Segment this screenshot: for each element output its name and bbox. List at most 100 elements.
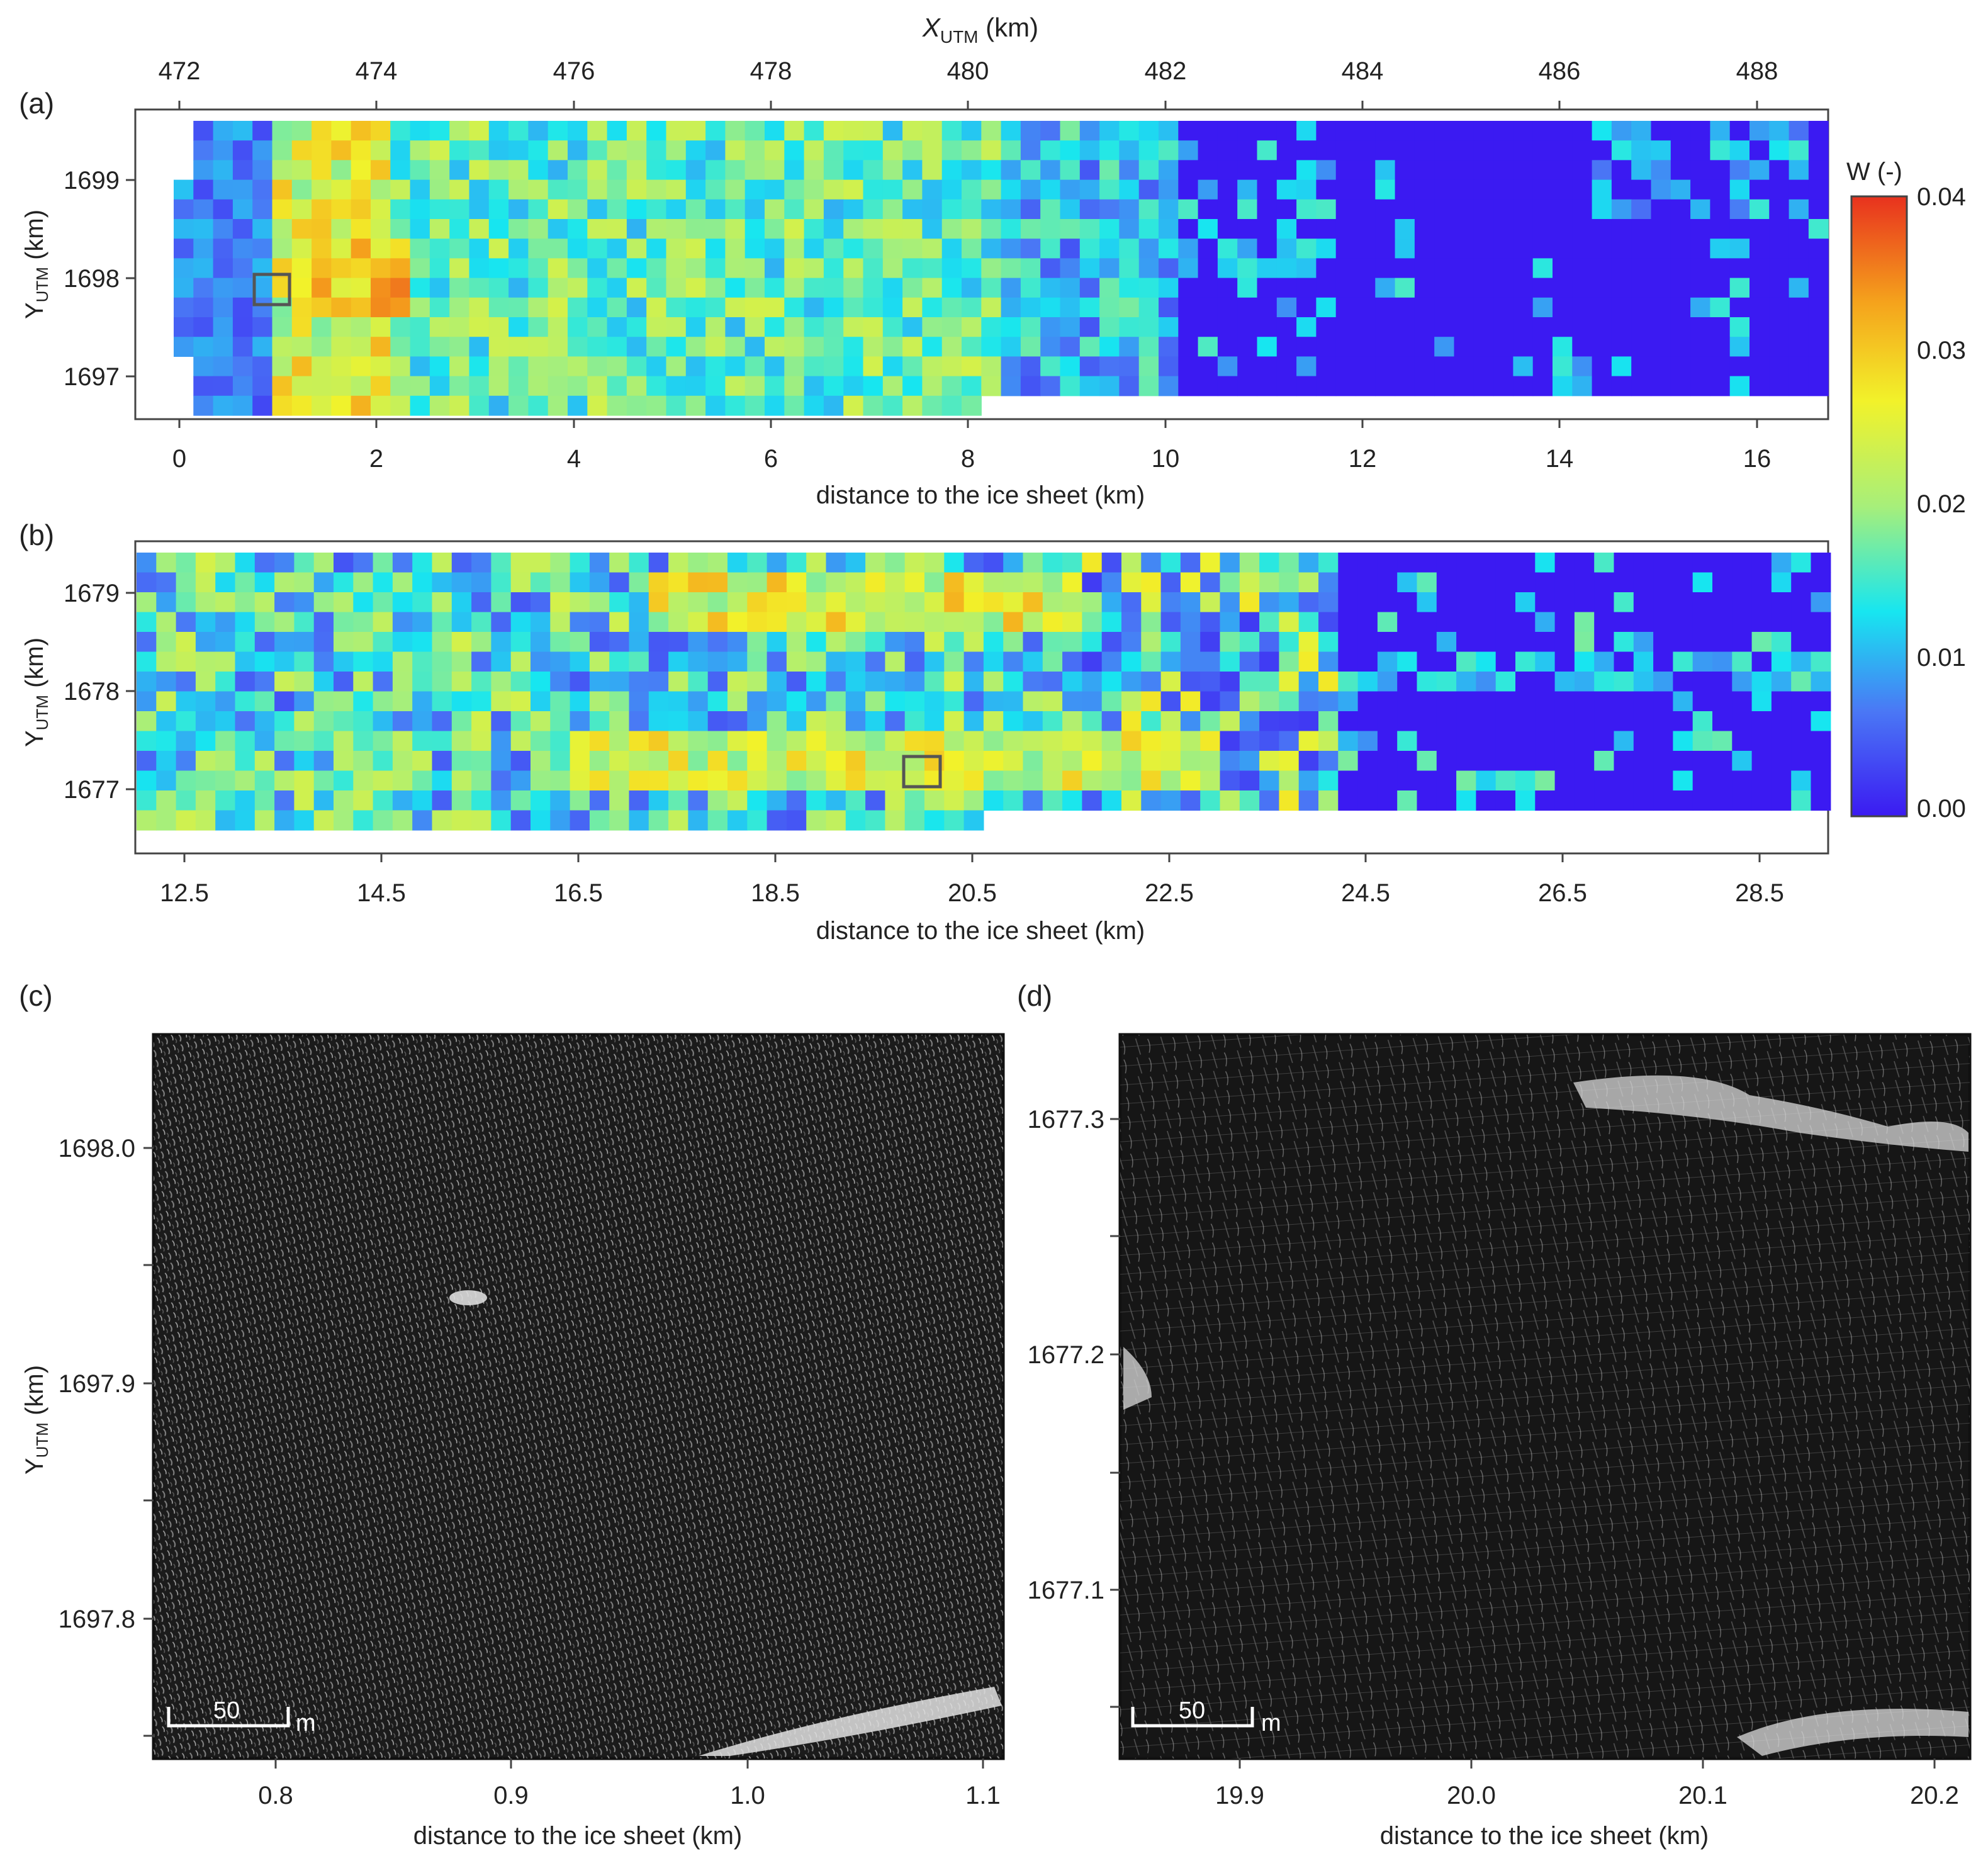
heatmap-cell	[1237, 199, 1258, 220]
heatmap-cell	[607, 179, 627, 200]
heatmap-cell	[1554, 612, 1575, 633]
heatmap-cell	[390, 278, 411, 298]
heatmap-cell	[1434, 239, 1455, 259]
heatmap-cell	[1159, 199, 1179, 220]
heatmap-cell	[1003, 790, 1024, 811]
heatmap-cell	[1651, 376, 1671, 397]
heatmap-cell	[1614, 751, 1634, 772]
heatmap-cell	[334, 632, 354, 653]
heatmap-cell	[609, 810, 630, 831]
heatmap-cell	[1574, 553, 1595, 573]
heatmap-cell	[1692, 770, 1713, 791]
heatmap-cell	[981, 140, 1002, 160]
heatmap-cell	[963, 711, 984, 732]
heatmap-cell	[1454, 258, 1474, 279]
heatmap-cell	[291, 219, 312, 239]
heatmap-cell	[865, 770, 885, 791]
heatmap-cell	[1434, 219, 1455, 239]
heatmap-cell	[1220, 731, 1240, 751]
panel-c-y-label: YUTM (km)	[21, 1365, 52, 1475]
heatmap-cell	[747, 810, 768, 831]
heatmap-cell	[784, 337, 805, 357]
heatmap-cell	[1217, 179, 1238, 200]
heatmap-cell	[823, 395, 844, 416]
heatmap-cell	[1079, 199, 1100, 220]
heatmap-cell	[232, 317, 253, 337]
heatmap-cell	[291, 356, 312, 377]
heatmap-cell	[232, 199, 253, 220]
heatmap-cell	[1633, 731, 1654, 751]
heatmap-cell	[272, 337, 293, 357]
heatmap-cell	[1729, 219, 1750, 239]
heatmap-cell	[312, 278, 332, 298]
heatmap-cell	[274, 691, 295, 712]
heatmap-cell	[550, 731, 571, 751]
heatmap-cell	[1296, 140, 1317, 160]
heatmap-cell	[1692, 751, 1713, 772]
heatmap-cell	[646, 356, 667, 377]
heatmap-cell	[1121, 612, 1142, 633]
heatmap-cell	[1119, 297, 1140, 318]
heatmap-cell	[1217, 278, 1238, 298]
heatmap-cell	[1690, 337, 1710, 357]
heatmap-cell	[1592, 337, 1612, 357]
heatmap-cell	[1060, 376, 1081, 397]
heatmap-cell	[1473, 356, 1494, 377]
heatmap-cell	[904, 553, 925, 573]
heatmap-cell	[570, 632, 590, 653]
heatmap-cell	[845, 751, 866, 772]
heatmap-cell	[826, 711, 846, 732]
heatmap-cell	[1476, 553, 1497, 573]
heatmap-cell	[1259, 711, 1279, 732]
heatmap-cell	[1160, 731, 1181, 751]
heatmap-cell	[410, 356, 430, 377]
heatmap-cell	[274, 711, 295, 732]
heatmap-cell	[548, 337, 568, 357]
heatmap-cell	[666, 219, 687, 239]
heatmap-cell	[353, 810, 374, 831]
heatmap-cell	[451, 770, 472, 791]
heatmap-cell	[235, 770, 256, 791]
heatmap-cell	[1532, 376, 1553, 397]
heatmap-cell	[232, 356, 253, 377]
heatmap-cell	[1633, 691, 1654, 712]
heatmap-cell	[373, 691, 393, 712]
heatmap-cell	[589, 770, 610, 791]
heatmap-cell	[1791, 711, 1812, 732]
heatmap-cell	[1631, 297, 1652, 318]
heatmap-cell	[274, 731, 295, 751]
heatmap-cell	[843, 258, 864, 279]
scalebar-unit: m	[296, 1710, 316, 1736]
heatmap-cell	[1377, 672, 1398, 692]
heatmap-cell	[412, 572, 433, 593]
heatmap-cell	[373, 592, 393, 613]
heatmap-cell	[1375, 140, 1396, 160]
heatmap-cell	[213, 239, 233, 259]
heatmap-cell	[1811, 651, 1831, 672]
heatmap-cell	[1791, 572, 1812, 593]
heatmap-cell	[1375, 199, 1396, 220]
panel-b-x-tick-marks	[183, 853, 1761, 862]
heatmap-cell	[1633, 553, 1654, 573]
panel-a-y-label: YUTM (km)	[21, 210, 52, 319]
heatmap-cell	[1198, 297, 1218, 318]
heatmap-cell	[1020, 337, 1041, 357]
heatmap-cell	[1690, 219, 1710, 239]
heatmap-cell	[826, 592, 846, 613]
heatmap-cell	[1614, 592, 1634, 613]
heatmap-cell	[469, 258, 490, 279]
heatmap-cell	[983, 672, 1004, 692]
heatmap-cell	[1357, 770, 1378, 791]
heatmap-cell	[1673, 790, 1693, 811]
heatmap-cell	[725, 278, 746, 298]
heatmap-cell	[1493, 297, 1513, 318]
heatmap-cell	[176, 810, 196, 831]
heatmap-cell	[1377, 691, 1398, 712]
heatmap-cell	[353, 651, 374, 672]
heatmap-cell	[823, 199, 844, 220]
heatmap-cell	[1377, 632, 1398, 653]
heatmap-cell	[1808, 356, 1829, 377]
heatmap-cell	[1732, 612, 1753, 633]
heatmap-cell	[1138, 317, 1159, 337]
heatmap-cell	[371, 297, 391, 318]
